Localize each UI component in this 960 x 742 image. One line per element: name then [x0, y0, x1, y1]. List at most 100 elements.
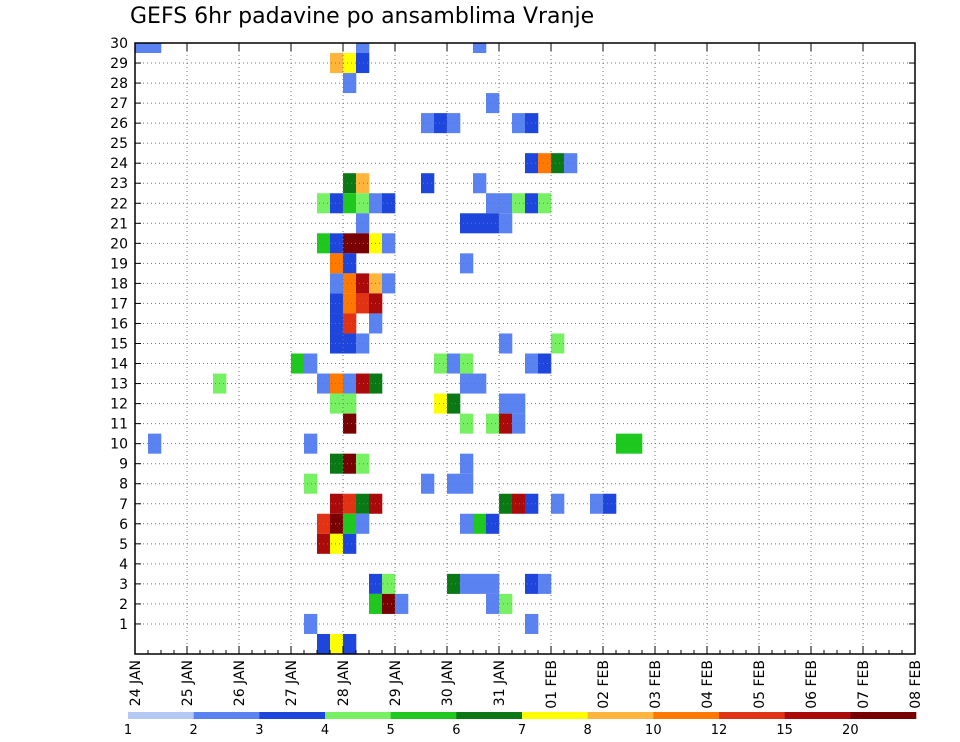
heatmap-cell: [590, 493, 604, 514]
heatmap-cell: [343, 293, 357, 314]
colorbar-label: 2: [190, 723, 198, 738]
x-tick-label: 25 JAN: [180, 660, 196, 706]
heatmap-cell: [356, 273, 370, 294]
heatmap-cell: [616, 433, 630, 454]
heatmap-cell: [356, 453, 370, 474]
x-tick-label: 04 FEB: [700, 660, 716, 709]
heatmap-cell: [434, 393, 448, 414]
x-tick-label: 03 FEB: [648, 660, 664, 709]
heatmap-cell: [564, 153, 578, 174]
heatmap-cell: [538, 193, 552, 214]
heatmap-cell: [551, 493, 565, 514]
y-tick-label: 5: [119, 537, 128, 553]
heatmap-cell: [499, 593, 513, 614]
heatmap-cell: [330, 373, 344, 394]
heatmap-cell: [291, 353, 305, 374]
heatmap-cell: [499, 193, 513, 214]
x-tick-label: 05 FEB: [752, 660, 768, 709]
colorbar-label: 6: [452, 723, 460, 738]
heatmap-cells: [135, 43, 643, 654]
heatmap-cell: [603, 493, 617, 514]
colorbar-label: 20: [842, 723, 859, 738]
heatmap-cell: [356, 333, 370, 354]
heatmap-cell: [460, 213, 474, 234]
y-tick-label: 24: [110, 156, 128, 172]
y-tick-label: 14: [110, 357, 128, 373]
heatmap-cell: [330, 333, 344, 354]
y-tick-label: 30: [110, 36, 128, 52]
x-tick-label: 26 JAN: [232, 660, 248, 706]
colorbar-swatch: [850, 712, 917, 719]
heatmap-cell: [382, 193, 396, 214]
heatmap-cell: [330, 253, 344, 274]
heatmap-cell: [486, 413, 500, 434]
heatmap-cell: [486, 93, 500, 114]
heatmap-cell: [460, 453, 474, 474]
y-tick-label: 12: [110, 397, 128, 413]
heatmap-cell: [460, 573, 474, 594]
x-tick-label: 31 JAN: [492, 660, 508, 706]
heatmap-cell: [460, 253, 474, 274]
heatmap-cell: [382, 233, 396, 254]
heatmap-cell: [460, 513, 474, 534]
heatmap-cell: [499, 333, 513, 354]
heatmap-cell: [304, 353, 318, 374]
heatmap-cell: [382, 273, 396, 294]
y-tick-label: 28: [110, 76, 128, 92]
heatmap-cell: [343, 513, 357, 534]
y-axis: 1234567891011121314151617181920212223242…: [110, 36, 915, 633]
y-tick-label: 7: [119, 497, 128, 513]
heatmap-cell: [434, 113, 448, 134]
heatmap-cell: [486, 193, 500, 214]
heatmap-cell: [343, 453, 357, 474]
heatmap-cell: [330, 53, 344, 74]
heatmap-cell: [343, 633, 357, 654]
colorbar-swatch: [522, 712, 588, 719]
heatmap-cell: [382, 593, 396, 614]
heatmap-cell: [499, 493, 513, 514]
y-tick-label: 21: [110, 216, 128, 232]
heatmap-cell: [460, 353, 474, 374]
heatmap-cell: [447, 113, 461, 134]
heatmap-cell: [460, 373, 474, 394]
colorbar-swatch: [390, 712, 457, 719]
y-tick-label: 20: [110, 236, 128, 252]
heatmap-cell: [343, 373, 357, 394]
heatmap-cell: [304, 613, 318, 634]
y-tick-label: 11: [110, 417, 128, 433]
heatmap-cell: [382, 573, 396, 594]
heatmap-cell: [343, 333, 357, 354]
y-tick-label: 18: [110, 276, 128, 292]
heatmap-cell: [512, 193, 526, 214]
grid-lines: [135, 42, 915, 654]
heatmap-cell: [512, 493, 526, 514]
heatmap-cell: [538, 153, 552, 174]
y-tick-label: 1: [119, 617, 128, 633]
y-tick-label: 19: [110, 256, 128, 272]
y-tick-label: 22: [110, 196, 128, 212]
heatmap-cell: [304, 433, 318, 454]
heatmap-cell: [395, 593, 409, 614]
heatmap-cell: [356, 373, 370, 394]
heatmap-cell: [343, 393, 357, 414]
heatmap-cell: [499, 393, 513, 414]
y-tick-label: 10: [110, 437, 128, 453]
heatmap-cell: [330, 513, 344, 534]
colorbar-label: 3: [255, 723, 263, 738]
heatmap-cell: [447, 473, 461, 494]
heatmap-cell: [447, 353, 461, 374]
x-tick-label: 28 JAN: [336, 660, 352, 706]
heatmap-cell: [499, 213, 513, 234]
heatmap-cell: [486, 513, 500, 534]
chart-title: GEFS 6hr padavine po ansamblima Vranje: [130, 4, 595, 29]
heatmap-cell: [330, 313, 344, 334]
colorbar-swatch: [784, 712, 851, 719]
heatmap-cell: [343, 253, 357, 274]
colorbar: 1 2 3 4 5 6 7 8 10 12 15 20: [124, 712, 917, 738]
y-tick-label: 13: [110, 377, 128, 393]
heatmap-cell: [551, 153, 565, 174]
x-tick-label: 27 JAN: [284, 660, 300, 706]
heatmap-cell: [343, 313, 357, 334]
y-tick-label: 4: [119, 557, 128, 573]
